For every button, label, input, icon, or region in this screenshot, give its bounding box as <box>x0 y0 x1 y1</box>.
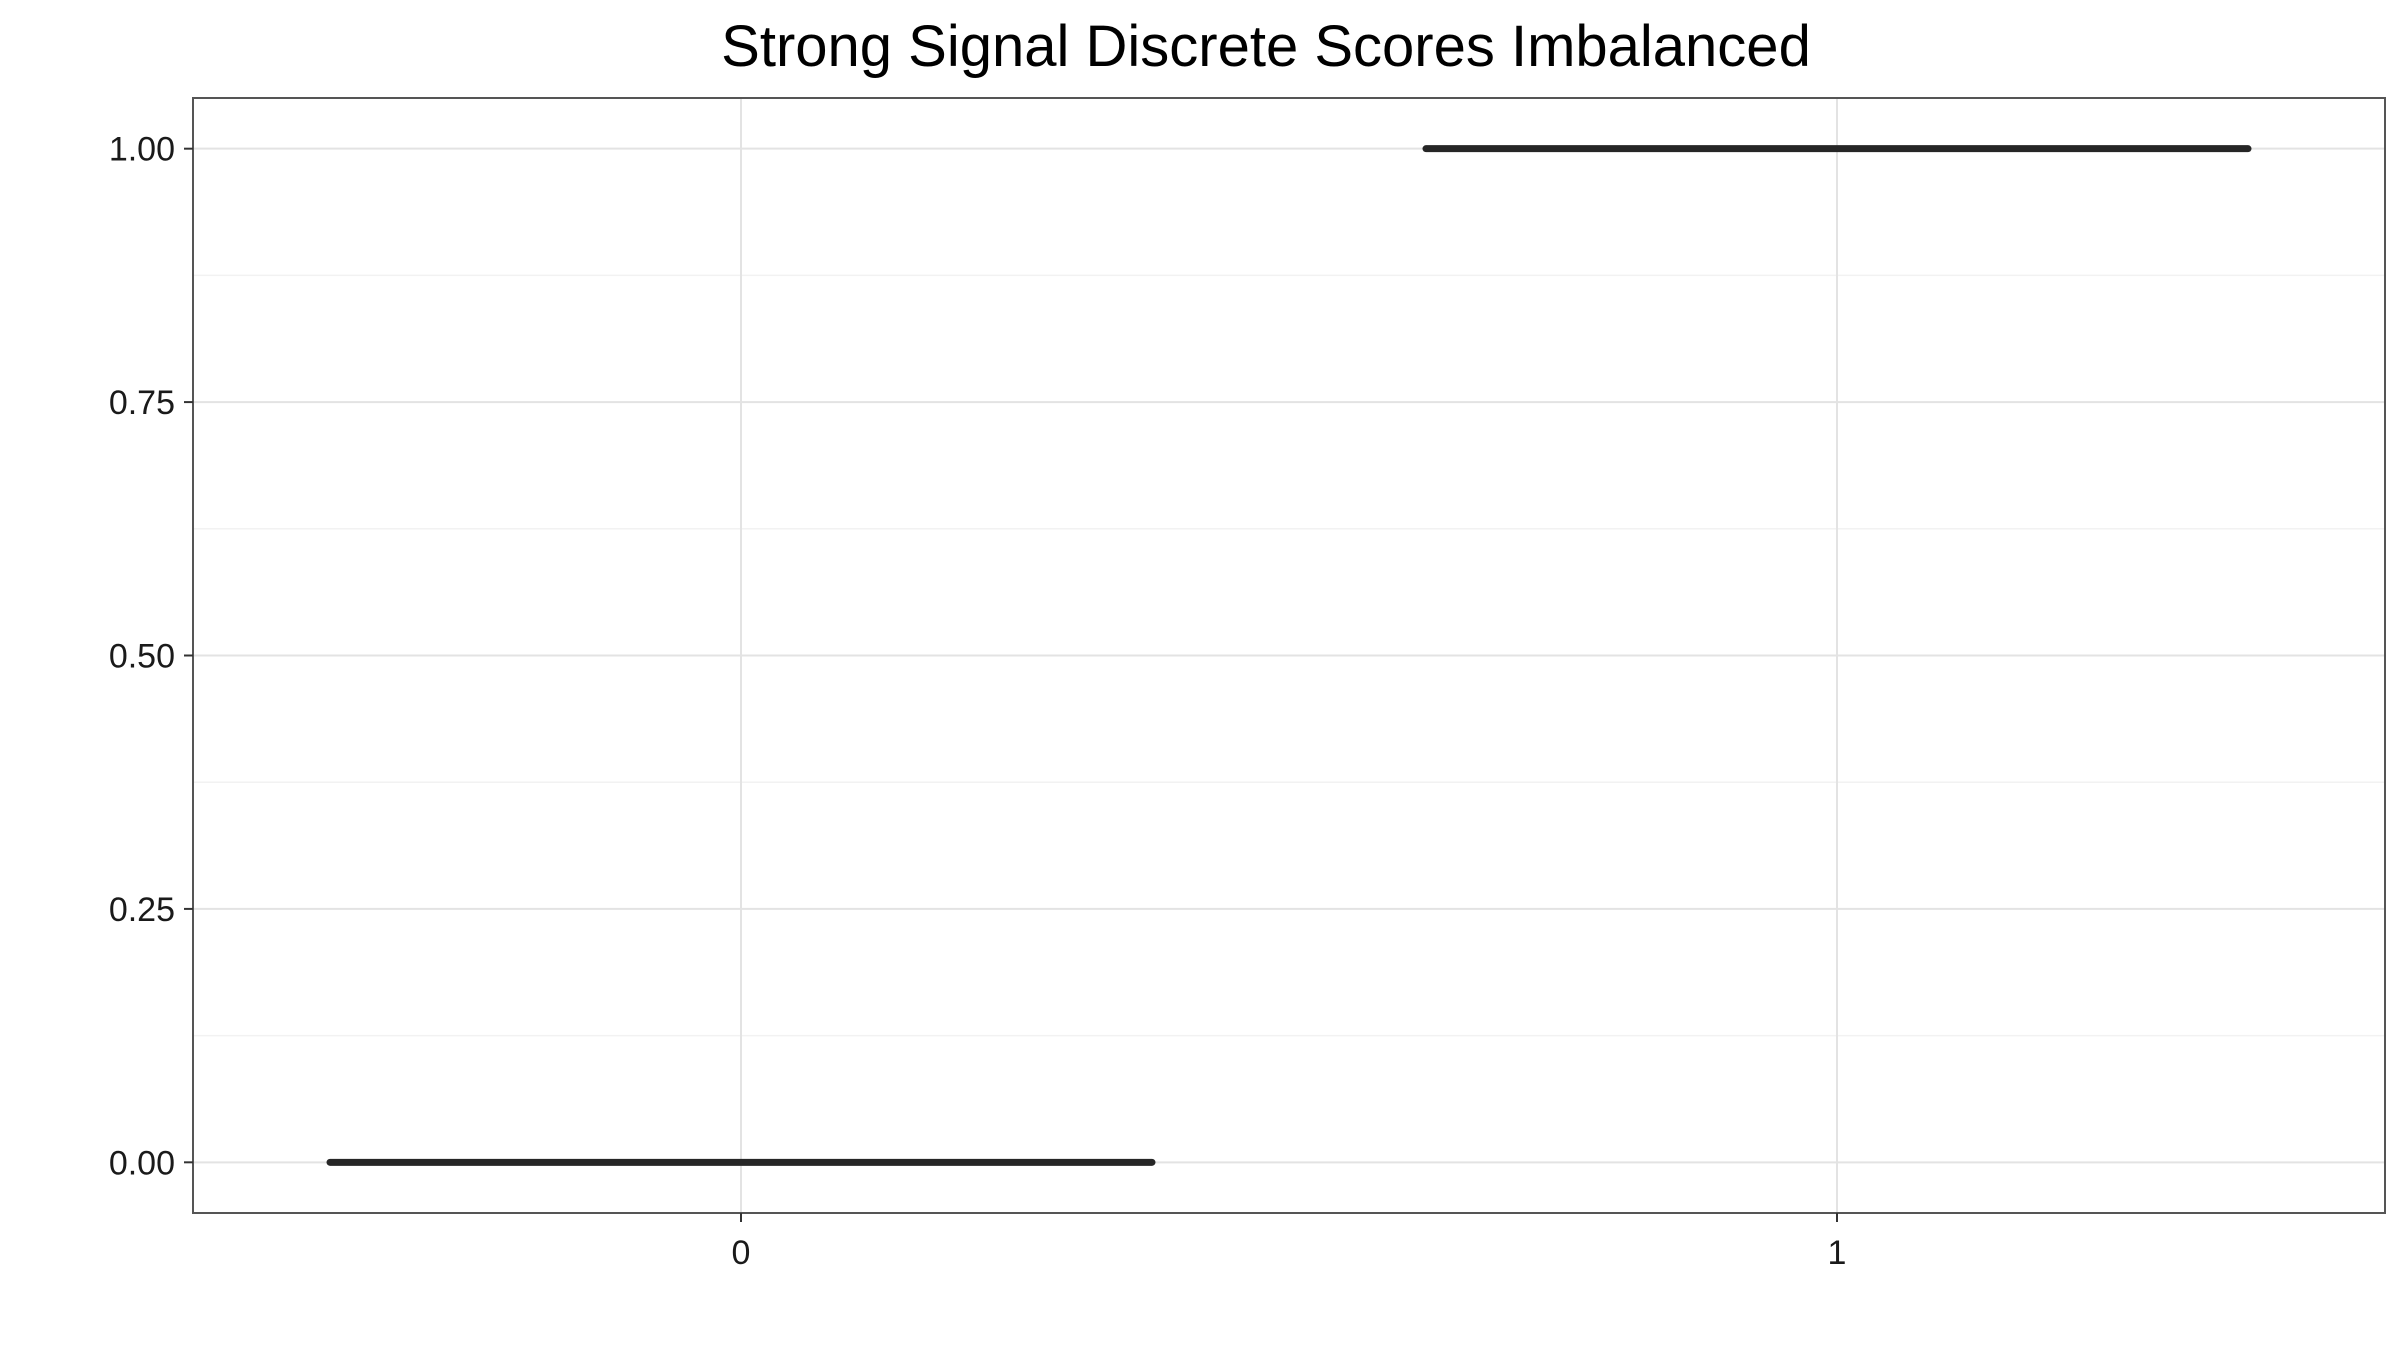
y-tick-label: 1.00 <box>109 131 175 169</box>
x-tick-label: 1 <box>1828 1234 1847 1272</box>
y-tick-label: 0.00 <box>109 1144 175 1182</box>
y-tick-label: 0.75 <box>109 384 175 422</box>
boxes <box>326 145 2252 1166</box>
y-tick-label: 0.25 <box>109 891 175 929</box>
chart-title: Strong Signal Discrete Scores Imbalanced <box>721 14 1811 79</box>
axes: 0.00 0.25 0.50 0.75 1.00 0 1 <box>109 131 1847 1272</box>
x-tick-label: 0 <box>732 1234 751 1272</box>
y-tick-label: 0.50 <box>109 638 175 676</box>
grid <box>193 98 2385 1213</box>
